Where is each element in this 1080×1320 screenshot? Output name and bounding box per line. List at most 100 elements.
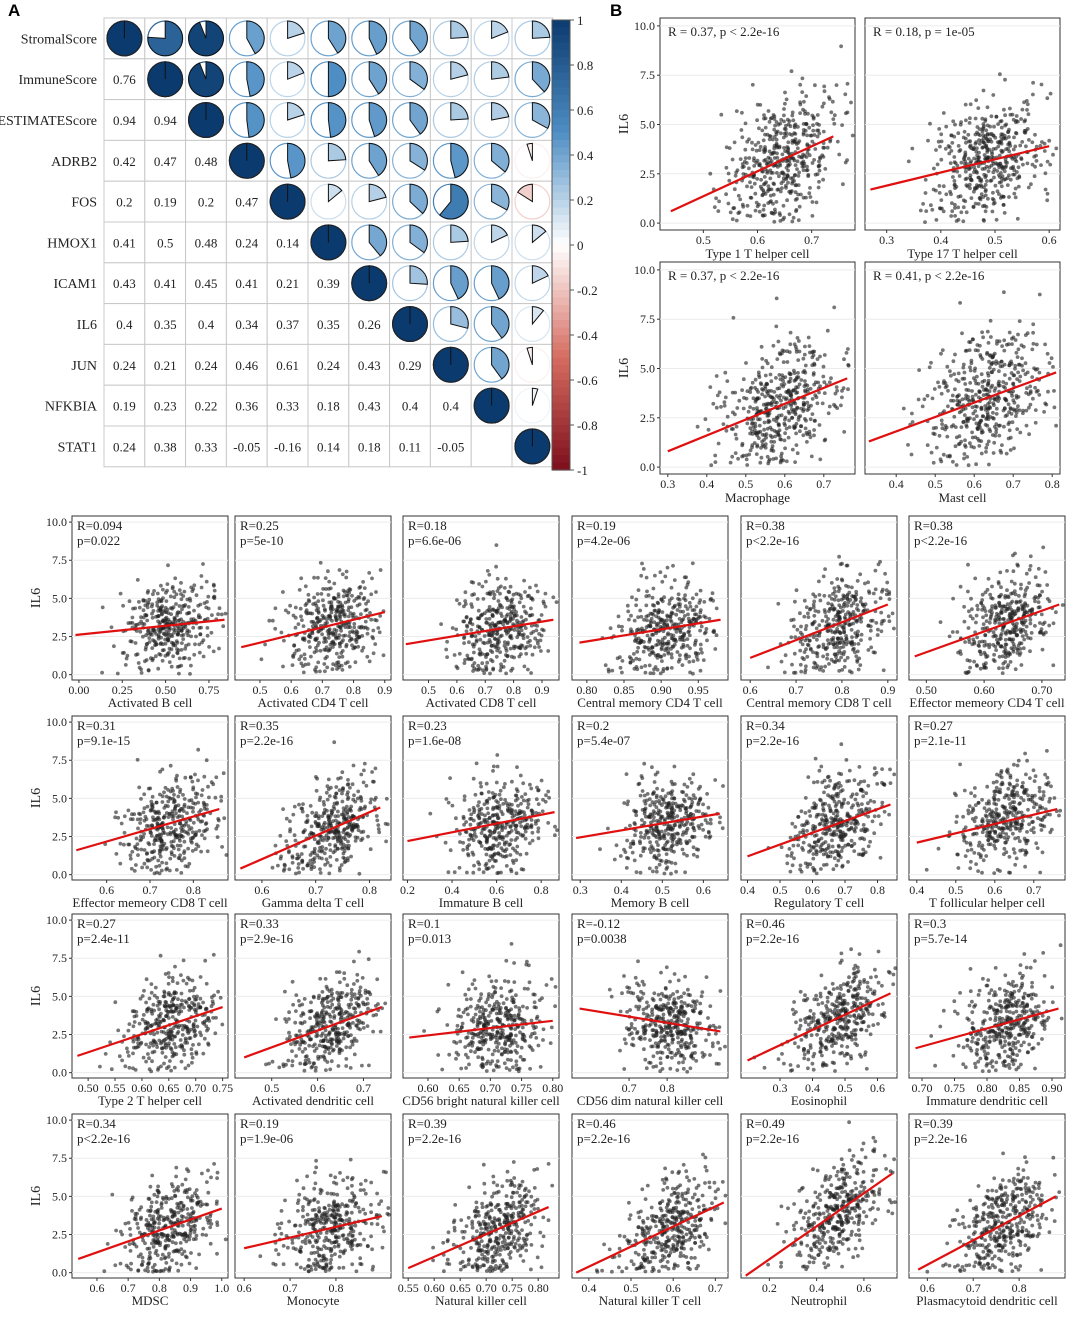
data-point <box>954 378 959 382</box>
data-point <box>793 460 797 464</box>
data-point <box>1008 112 1013 117</box>
data-point <box>959 120 963 124</box>
data-point <box>883 571 887 576</box>
x-tick-label: 0.9 <box>377 683 392 697</box>
data-point <box>733 451 738 455</box>
data-point <box>307 639 311 644</box>
data-point <box>618 665 623 670</box>
colorbar-segment <box>552 320 570 329</box>
data-point <box>721 422 726 426</box>
data-point <box>989 335 993 339</box>
data-point <box>981 88 986 93</box>
data-point <box>997 600 1001 605</box>
data-point <box>964 118 968 123</box>
data-point <box>817 593 822 597</box>
data-point <box>509 654 514 659</box>
data-point <box>990 610 994 615</box>
data-point <box>181 637 186 641</box>
data-point <box>504 671 508 676</box>
data-point <box>643 670 648 675</box>
data-point <box>831 617 836 622</box>
data-point <box>329 607 333 612</box>
data-point <box>985 137 990 142</box>
data-point <box>755 387 759 392</box>
data-point <box>320 632 324 637</box>
data-point <box>783 423 787 427</box>
data-point <box>855 618 860 623</box>
data-point <box>835 612 840 617</box>
data-point <box>979 372 984 377</box>
data-point <box>186 805 191 810</box>
data-point <box>993 135 998 140</box>
data-point <box>273 606 278 611</box>
data-point <box>987 400 992 405</box>
data-point <box>699 624 704 629</box>
data-point <box>768 116 773 121</box>
data-point <box>662 595 666 600</box>
data-point <box>873 587 878 592</box>
data-point <box>664 646 669 651</box>
data-point <box>630 595 634 600</box>
data-point <box>783 101 787 106</box>
r-value: R=0.38 <box>746 518 785 533</box>
data-point <box>328 586 333 591</box>
data-point <box>770 211 774 216</box>
data-point <box>177 656 182 661</box>
data-point <box>967 340 971 344</box>
data-point <box>281 664 285 669</box>
data-point <box>844 111 848 116</box>
data-point <box>822 84 827 89</box>
data-point <box>981 414 986 419</box>
data-point <box>1006 402 1011 407</box>
data-point <box>966 394 970 399</box>
data-point <box>980 380 985 384</box>
data-point <box>853 650 857 655</box>
data-point <box>825 656 829 661</box>
data-point <box>760 193 765 198</box>
data-point <box>856 667 861 672</box>
data-point <box>963 640 967 644</box>
data-point <box>292 643 296 648</box>
colorbar-segment <box>552 335 570 344</box>
data-point <box>988 353 993 357</box>
data-point <box>980 607 984 612</box>
data-point <box>976 643 981 648</box>
data-point <box>134 836 139 841</box>
data-point <box>793 599 797 604</box>
data-point <box>1051 152 1055 157</box>
data-point <box>651 586 656 591</box>
data-point <box>740 388 744 392</box>
data-point <box>499 584 503 589</box>
data-point <box>171 796 175 801</box>
data-point <box>966 562 970 567</box>
data-point <box>1027 405 1031 410</box>
data-point <box>926 138 930 143</box>
data-point <box>840 123 844 127</box>
data-point <box>702 600 707 604</box>
data-point <box>968 173 973 178</box>
pie-slice <box>287 20 305 40</box>
data-point <box>955 169 960 174</box>
data-point <box>118 841 123 846</box>
data-point <box>942 379 946 383</box>
colorbar-tick-label: -0.4 <box>577 328 598 343</box>
colorbar-segment <box>552 65 570 74</box>
data-point <box>169 647 174 652</box>
data-point <box>1024 571 1029 576</box>
data-point <box>160 642 165 647</box>
y-tick-label: 10.0 <box>634 19 655 33</box>
data-point <box>999 171 1003 175</box>
data-point <box>844 351 849 355</box>
data-point <box>189 663 193 668</box>
data-point <box>165 825 170 830</box>
data-point <box>692 608 697 612</box>
data-point <box>986 576 991 581</box>
data-point <box>175 665 180 669</box>
data-point <box>625 603 630 608</box>
data-point <box>775 155 780 160</box>
data-point <box>739 128 744 132</box>
data-point <box>975 427 980 432</box>
data-point <box>639 665 644 670</box>
data-point <box>953 202 957 207</box>
data-point <box>959 160 964 165</box>
